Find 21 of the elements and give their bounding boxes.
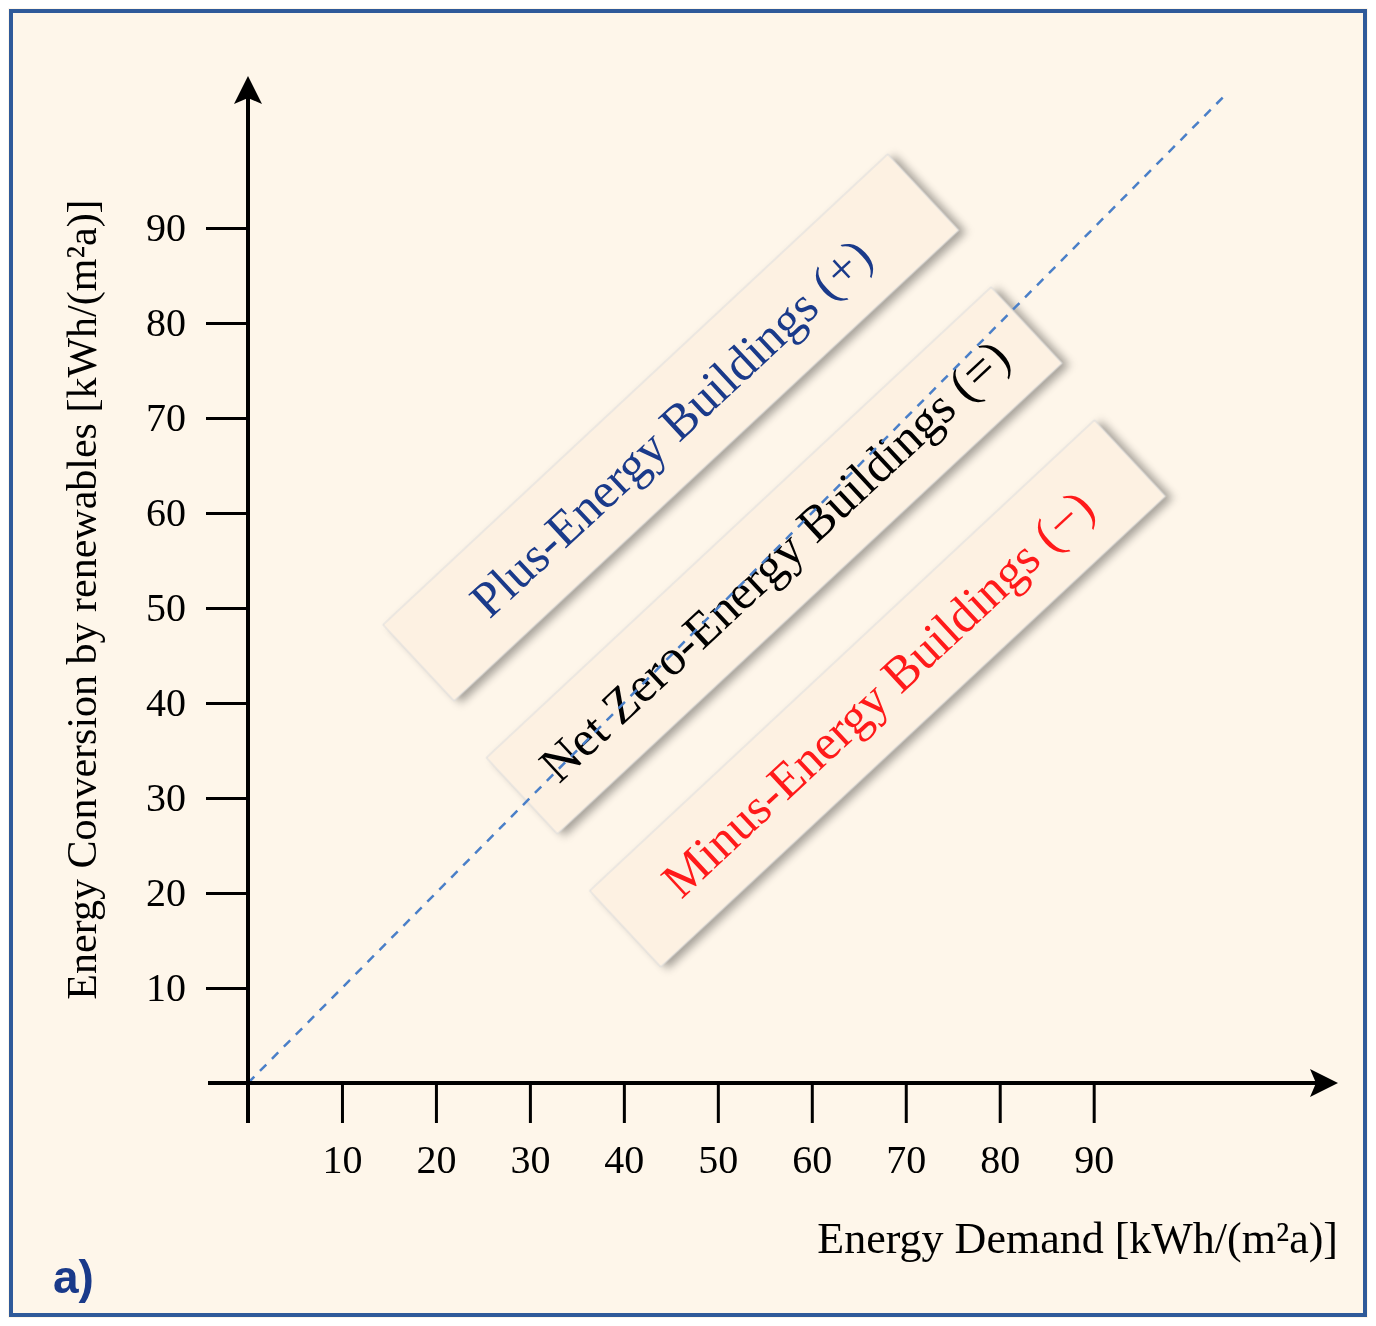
- text: a): [53, 1251, 94, 1303]
- x-tick-label: 10: [322, 1137, 363, 1183]
- y-tick-label: 20: [146, 870, 186, 916]
- x-tick-label: 90: [1074, 1137, 1115, 1183]
- x-tick-label: 70: [886, 1137, 927, 1183]
- x-tick-label: 60: [792, 1137, 833, 1183]
- y-tick-label: 70: [146, 395, 186, 441]
- x-tick-label: 20: [416, 1137, 457, 1183]
- x-axis-title: Energy Demand [kWh/(m²a)]: [817, 1214, 1338, 1263]
- y-axis-title: Energy Conversion by renewables [kWh/(m²a)]: [59, 199, 106, 1000]
- x-tick-label: 80: [980, 1137, 1021, 1183]
- y-tick-label: 90: [146, 205, 186, 251]
- y-tick-label: 30: [146, 775, 186, 821]
- y-tick-label: 10: [146, 965, 186, 1011]
- y-tick-label: 50: [146, 585, 186, 631]
- x-tick-label: 40: [604, 1137, 645, 1183]
- y-tick-label: 60: [146, 490, 186, 536]
- y-tick-label: 40: [146, 680, 186, 726]
- x-tick-label: 30: [510, 1137, 551, 1183]
- x-tick-label: 50: [698, 1137, 739, 1183]
- y-tick-label: 80: [146, 300, 186, 346]
